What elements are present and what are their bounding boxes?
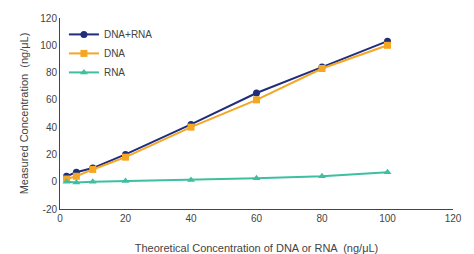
- svg-text:40: 40: [185, 213, 197, 224]
- svg-text:120: 120: [40, 13, 57, 24]
- svg-text:20: 20: [46, 149, 58, 160]
- svg-text:80: 80: [46, 67, 58, 78]
- svg-text:Theoretical Concentration of D: Theoretical Concentration of DNA or RNA …: [135, 242, 379, 254]
- svg-text:RNA: RNA: [104, 67, 125, 78]
- svg-text:80: 80: [316, 213, 328, 224]
- svg-text:60: 60: [46, 94, 58, 105]
- svg-text:20: 20: [120, 213, 132, 224]
- svg-text:100: 100: [40, 40, 57, 51]
- svg-text:-20: -20: [43, 204, 58, 215]
- svg-text:120: 120: [445, 213, 462, 224]
- svg-text:DNA: DNA: [104, 48, 125, 59]
- svg-text:100: 100: [379, 213, 396, 224]
- svg-text:0: 0: [51, 176, 57, 187]
- svg-text:60: 60: [251, 213, 263, 224]
- svg-text:Measured Concentration (ng/μL: Measured Concentration (ng/μL): [18, 33, 30, 195]
- svg-text:40: 40: [46, 122, 58, 133]
- svg-text:DNA+RNA: DNA+RNA: [104, 29, 152, 40]
- svg-text:0: 0: [57, 213, 63, 224]
